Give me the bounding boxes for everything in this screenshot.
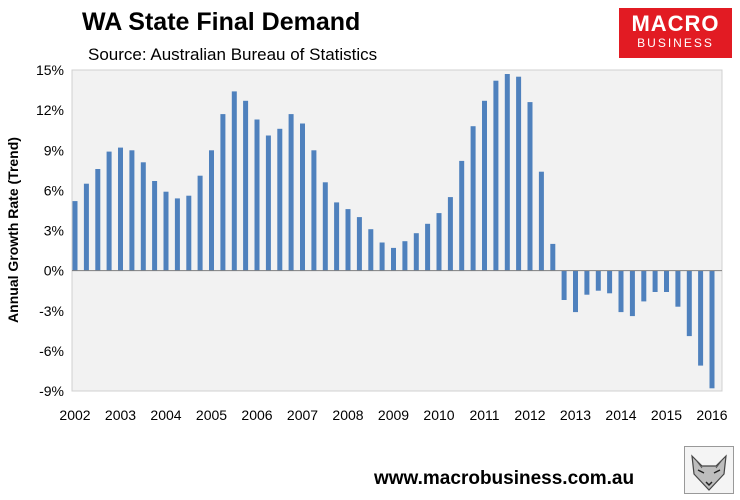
bar: [675, 270, 681, 307]
bar: [618, 270, 624, 313]
x-tick-label: 2010: [423, 407, 454, 423]
chart-subtitle: Source: Australian Bureau of Statistics: [88, 45, 378, 64]
bar: [379, 242, 385, 271]
bar: [550, 243, 556, 271]
x-tick-label: 2013: [560, 407, 591, 423]
bar: [322, 182, 328, 271]
bar: [686, 270, 692, 337]
bar: [334, 202, 340, 271]
macrobusiness-logo: MACRO BUSINESS: [619, 8, 732, 58]
bar: [95, 169, 101, 271]
y-tick-label: 12%: [36, 102, 64, 118]
bar: [584, 270, 590, 295]
y-axis-label: Annual Growth Rate (Trend): [5, 137, 21, 323]
x-tick-label: 2006: [241, 407, 272, 423]
bar: [254, 119, 260, 271]
bar: [447, 197, 453, 271]
logo-line-2: BUSINESS: [637, 36, 714, 50]
chart-title: WA State Final Demand: [82, 8, 361, 36]
x-tick-label: 2012: [514, 407, 545, 423]
bar: [83, 183, 89, 271]
bar: [516, 76, 522, 271]
x-tick-label: 2003: [105, 407, 136, 423]
bar: [436, 213, 442, 271]
bar: [698, 270, 704, 366]
x-tick-label: 2008: [332, 407, 363, 423]
bar: [470, 126, 476, 271]
bar: [209, 150, 214, 271]
bar: [277, 128, 283, 271]
bar: [152, 181, 158, 271]
bar: [493, 80, 499, 271]
bar: [629, 270, 635, 317]
bar: [220, 114, 226, 271]
bar: [72, 201, 78, 271]
bar: [265, 135, 271, 271]
bar: [368, 229, 374, 271]
x-tick-label: 2011: [469, 407, 499, 423]
bar: [186, 195, 192, 271]
bar: [288, 114, 294, 271]
y-tick-label: 6%: [44, 182, 64, 198]
bar: [538, 171, 544, 271]
bar: [595, 270, 601, 291]
bar: [300, 123, 305, 271]
bar: [413, 233, 419, 271]
bar: [459, 160, 465, 271]
bar: [106, 151, 112, 271]
bar: [129, 150, 135, 271]
bar: [482, 100, 487, 271]
y-tick-label: 0%: [44, 263, 64, 279]
x-tick-label: 2015: [651, 407, 682, 423]
bar: [573, 270, 578, 313]
x-tick-label: 2016: [696, 407, 727, 423]
bar: [402, 241, 408, 271]
bar: [118, 147, 123, 271]
x-tick-label: 2005: [196, 407, 227, 423]
bar: [709, 270, 715, 389]
bar: [243, 100, 249, 271]
y-tick-label: 9%: [44, 142, 64, 158]
bar: [664, 270, 669, 292]
bar: [527, 102, 533, 271]
x-tick-label: 2004: [150, 407, 181, 423]
bar: [345, 209, 351, 271]
bar: [561, 270, 567, 300]
bar: [140, 162, 146, 271]
x-tick-label: 2002: [59, 407, 90, 423]
fox-mascot-icon: [684, 446, 734, 494]
bar: [652, 270, 658, 292]
bar: [504, 74, 510, 271]
y-tick-label: 15%: [36, 62, 64, 78]
bar: [391, 247, 396, 271]
bar: [607, 270, 613, 294]
bar: [174, 198, 180, 271]
bar: [641, 270, 647, 302]
x-tick-label: 2009: [378, 407, 409, 423]
bar: [356, 217, 362, 271]
x-tick-label: 2007: [287, 407, 318, 423]
bar: [197, 175, 203, 271]
x-tick-label: 2014: [605, 407, 636, 423]
website-url: www.macrobusiness.com.au: [374, 468, 635, 489]
bar: [231, 91, 237, 271]
y-tick-label: -3%: [39, 303, 64, 319]
y-tick-label: -9%: [39, 383, 64, 399]
y-tick-label: -6%: [39, 343, 64, 359]
bar: [425, 223, 431, 271]
y-tick-label: 3%: [44, 223, 64, 239]
plot-area: [71, 69, 723, 392]
bar: [311, 150, 317, 271]
logo-line-1: MACRO: [631, 11, 720, 36]
bar: [163, 191, 169, 271]
